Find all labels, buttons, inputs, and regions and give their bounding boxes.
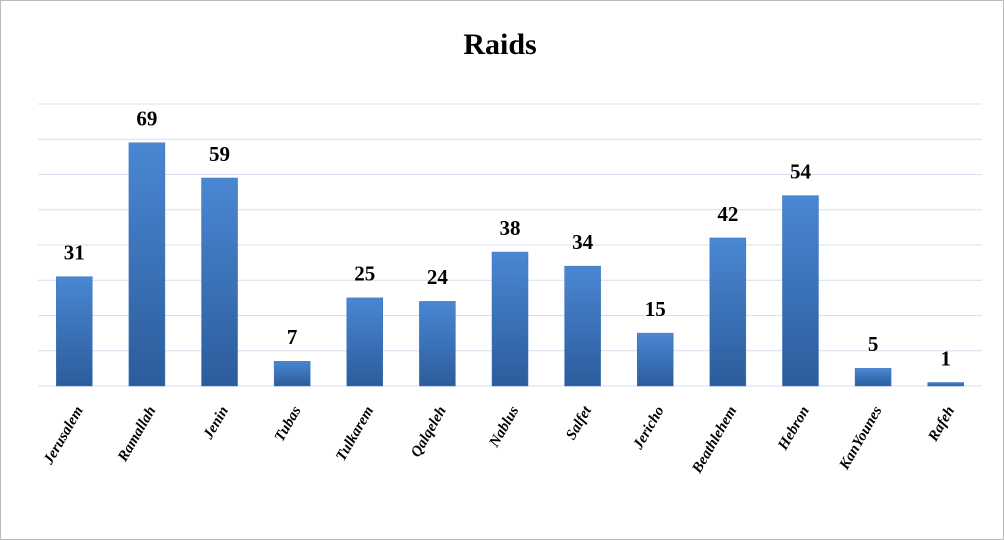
bar [564,265,601,387]
bar [201,177,238,387]
bar [419,301,456,387]
data-label: 1 [940,346,951,370]
bar [56,276,93,387]
data-label: 31 [64,241,85,265]
data-label: 54 [790,159,812,183]
bar [128,142,166,387]
bar [273,361,311,387]
bar [927,382,964,387]
bar [491,251,529,387]
bar [782,195,819,387]
data-label: 34 [572,230,594,254]
bar [854,368,892,387]
bar [709,237,747,387]
data-label: 69 [136,107,157,131]
data-label: 24 [427,265,449,289]
data-label: 15 [645,297,666,321]
data-label: 38 [500,216,521,240]
bar [636,332,674,387]
data-label: 42 [717,202,738,226]
data-label: 25 [354,262,375,286]
data-label: 59 [209,142,230,166]
data-label: 7 [287,325,298,349]
data-label: 5 [868,332,879,356]
bar [346,297,384,387]
chart-title: Raids [463,28,536,61]
